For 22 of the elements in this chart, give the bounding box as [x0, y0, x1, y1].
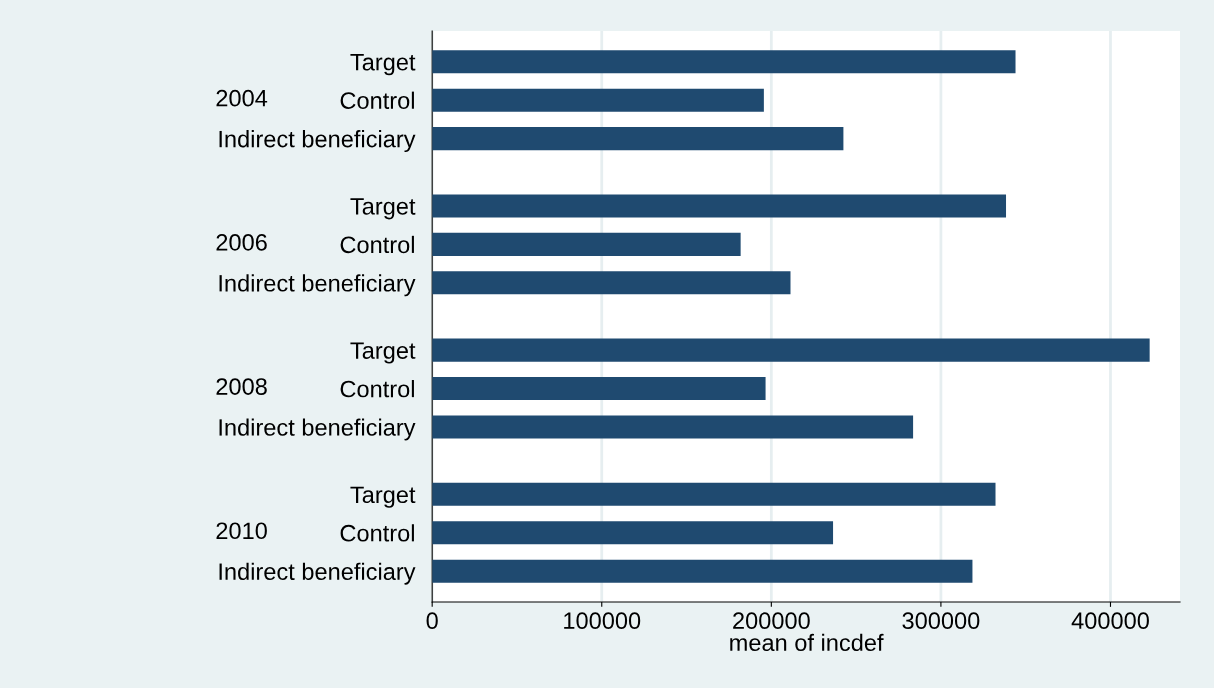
y-tick-label: Target: [350, 486, 416, 508]
x-tick-label: 200000: [733, 612, 810, 630]
y-tick-label: Target: [350, 198, 416, 220]
text: 2006: [216, 234, 267, 251]
x-tick-label: 0: [426, 612, 438, 630]
x-tick-label: 100000: [564, 612, 641, 630]
y-tick-label: Control: [340, 524, 414, 542]
text: 2010: [216, 522, 267, 540]
y-tick-label: Indirect beneficiary: [219, 418, 416, 441]
x-tick-label: 400000: [1071, 612, 1149, 630]
y-tick-label: Control: [340, 91, 414, 109]
y-tick-label: Control: [340, 235, 414, 254]
y-tick-label: Indirect beneficiary: [219, 562, 416, 585]
text: 2004: [216, 89, 268, 107]
y-tick-label: Indirect beneficiary: [219, 274, 416, 297]
text: 2008: [216, 378, 267, 395]
y-tick-label: Control: [340, 380, 414, 398]
x-tick-label: 300000: [902, 612, 980, 630]
y-tick-label: Target: [350, 54, 416, 76]
y-tick-label: Target: [350, 342, 416, 364]
x-axis-title: mean of incdef: [730, 633, 884, 652]
y-tick-label: Indirect beneficiary: [219, 130, 416, 153]
